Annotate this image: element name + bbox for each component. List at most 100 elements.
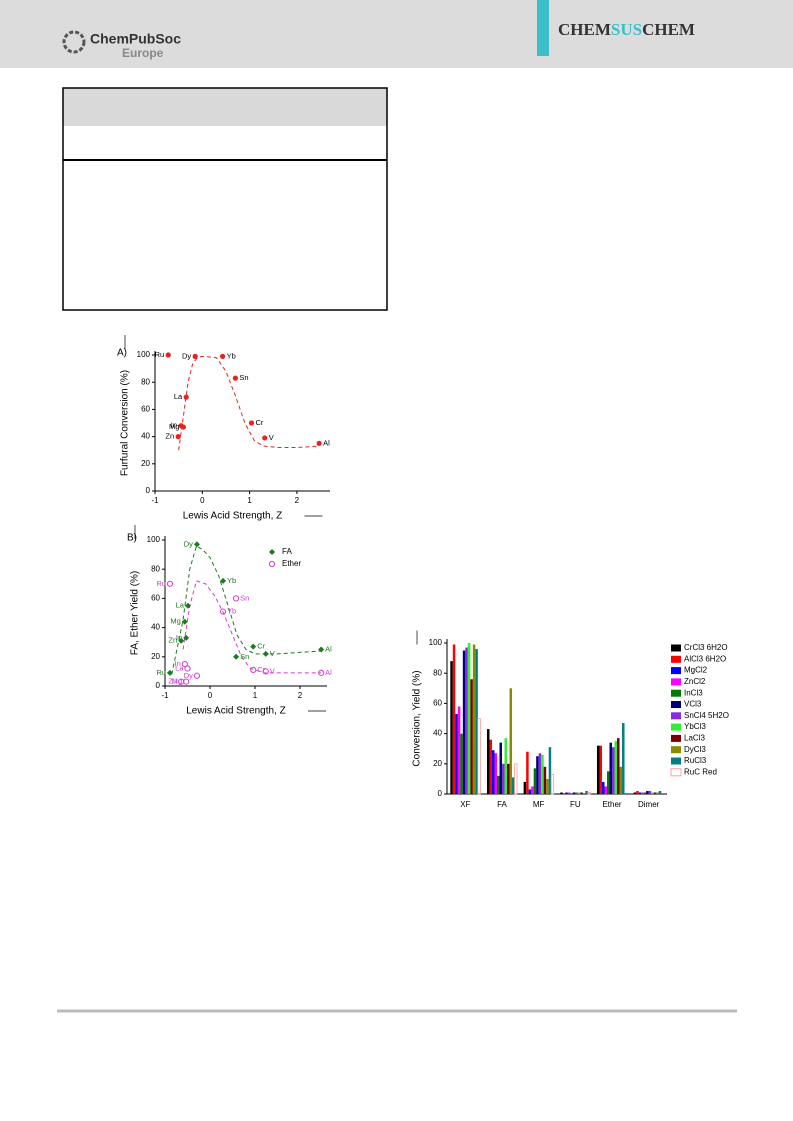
region: Europe xyxy=(122,46,164,60)
y-tick-label: 80 xyxy=(141,377,150,386)
point-label: Ru xyxy=(156,579,166,588)
bar xyxy=(465,647,468,794)
bar xyxy=(533,768,537,794)
point-label: Mg xyxy=(170,617,180,626)
point-label: La xyxy=(176,601,185,610)
y-tick-label: 100 xyxy=(429,638,443,647)
y-tick-label: 40 xyxy=(433,729,442,738)
panel-label: B) xyxy=(127,533,137,544)
bar xyxy=(606,771,610,794)
bar xyxy=(656,792,659,794)
table-head xyxy=(63,88,387,126)
legend-swatch xyxy=(671,723,681,731)
y-tick-label: 100 xyxy=(147,535,161,544)
point-label: Dy xyxy=(182,351,191,360)
x-tick-label: MF xyxy=(533,800,545,809)
point xyxy=(183,678,190,685)
bar xyxy=(460,733,463,794)
bar xyxy=(651,792,654,794)
legend-swatch xyxy=(671,757,681,765)
x-tick-label: 2 xyxy=(295,496,300,505)
point-label: Mg xyxy=(172,677,182,686)
point-label: Mg xyxy=(169,422,179,431)
point xyxy=(250,666,257,674)
point xyxy=(193,672,201,679)
bar xyxy=(512,777,515,794)
bar xyxy=(612,747,615,794)
x-tick-label: -1 xyxy=(151,496,159,505)
point-label: Sn xyxy=(240,593,249,602)
point xyxy=(248,420,255,426)
bar xyxy=(514,763,518,795)
point-label: Yb xyxy=(227,351,236,360)
point-label: V xyxy=(270,666,275,675)
bar xyxy=(462,650,466,794)
point-label: Cr xyxy=(255,418,263,427)
legend-label: AlCl3 6H2O xyxy=(684,654,726,663)
point-label: La xyxy=(174,392,183,401)
point-label: In xyxy=(176,633,182,642)
legend-label: RuC Red xyxy=(684,767,717,776)
bar xyxy=(486,729,490,794)
point-label: Ru xyxy=(156,668,166,677)
point-label: La xyxy=(175,663,184,672)
legend-swatch xyxy=(671,678,681,686)
bar xyxy=(472,644,476,794)
point xyxy=(250,643,257,650)
legend-marker xyxy=(268,560,276,568)
bar xyxy=(470,679,473,794)
x-tick-label: 0 xyxy=(200,496,205,505)
legend-swatch xyxy=(671,746,681,754)
point xyxy=(178,678,185,685)
y-tick-label: 0 xyxy=(156,681,161,690)
point-label: Cr xyxy=(257,642,265,651)
bar xyxy=(585,790,588,794)
bar xyxy=(648,790,652,794)
point xyxy=(180,424,186,430)
bar xyxy=(507,763,510,794)
x-tick-label: 1 xyxy=(247,496,252,505)
point xyxy=(262,668,269,675)
legend-swatch xyxy=(671,644,681,652)
point xyxy=(232,375,239,381)
bar xyxy=(528,789,532,794)
logo-icon xyxy=(62,30,86,54)
x-tick-label: 2 xyxy=(298,691,303,700)
y-tick-label: 0 xyxy=(146,486,151,495)
legend-label: LaCl3 xyxy=(684,734,705,743)
bar xyxy=(638,792,642,794)
legend-swatch xyxy=(671,701,681,708)
legend-swatch xyxy=(671,712,681,720)
point xyxy=(316,440,322,446)
bar xyxy=(596,745,600,794)
legend-label: SnCl4 5H2O xyxy=(684,711,729,720)
y-tick-label: 40 xyxy=(151,623,160,632)
legend-label: DyCl3 xyxy=(684,745,706,754)
bar xyxy=(475,649,478,794)
y-tick-label: 20 xyxy=(141,459,150,468)
x-tick-label: Ether xyxy=(602,800,621,809)
point xyxy=(165,352,171,358)
point-label: Dy xyxy=(184,671,193,680)
legend-label: RuCl3 xyxy=(684,756,707,765)
point xyxy=(166,669,173,676)
society: ChemPubSoc xyxy=(90,31,181,47)
point xyxy=(181,661,188,668)
point-label: In xyxy=(175,659,181,668)
y-tick-label: 60 xyxy=(141,405,150,414)
journal-bar xyxy=(537,0,549,56)
legend-swatch xyxy=(671,689,681,697)
bar xyxy=(457,706,461,794)
bar xyxy=(452,644,456,794)
legend-label: ZnCl2 xyxy=(684,677,706,686)
point xyxy=(184,602,191,609)
legend-label: YbCl3 xyxy=(684,722,706,731)
point xyxy=(262,650,269,657)
bar xyxy=(599,745,602,794)
journal: CHEMSUSCHEM xyxy=(558,20,695,39)
bar xyxy=(617,738,620,794)
bar xyxy=(494,753,497,794)
fit-curve xyxy=(178,355,320,451)
legend-label: MgCl2 xyxy=(684,666,708,675)
legend-label: InCl3 xyxy=(684,688,703,697)
